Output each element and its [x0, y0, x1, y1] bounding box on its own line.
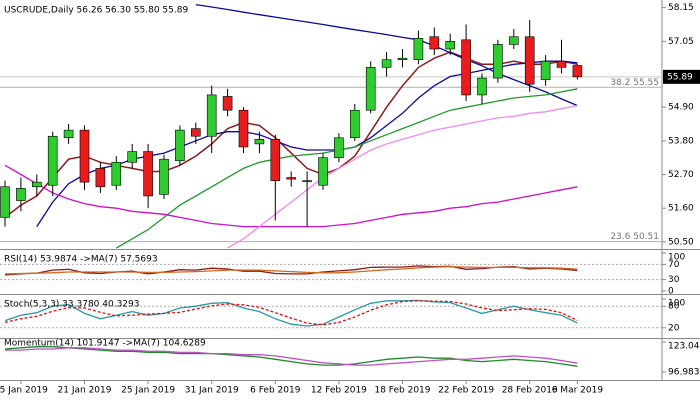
candle-body — [111, 161, 122, 186]
candle-body — [63, 129, 74, 139]
candle-body — [143, 151, 153, 197]
last-price-box — [663, 69, 700, 84]
candle-body — [286, 177, 297, 180]
candle-body — [540, 60, 551, 80]
candle-body — [413, 37, 424, 61]
x-tick-label: 21 Jan 2019 — [58, 386, 112, 396]
candle-body — [95, 168, 106, 188]
y-tick-label: 0 — [668, 287, 674, 297]
x-tick-label: 28 Feb 2019 — [502, 386, 558, 396]
y-tick-label: 54.90 — [668, 103, 694, 113]
panel-title: RSI(14) 53.9874 ->MA(7) 57.5693 — [4, 255, 158, 265]
panel-title: Stoch(5,3,3) 33.3780 40.3293 — [4, 300, 139, 310]
x-tick-label: 6 Mar 2019 — [552, 386, 604, 396]
x-tick-label: 6 Feb 2019 — [250, 386, 301, 396]
y-tick-label: 70 — [668, 260, 680, 270]
last-price-label: 55.89 — [667, 72, 693, 82]
fib-label: 23.6 50.51 — [610, 232, 659, 242]
candle-body — [365, 67, 376, 111]
candle-body — [381, 59, 392, 68]
y-tick-label: 80 — [668, 302, 680, 312]
candle-body — [461, 39, 471, 96]
candle-body — [159, 158, 169, 195]
candle-body — [16, 187, 26, 201]
candle-body — [238, 109, 249, 148]
candle-body — [397, 57, 408, 61]
panel-title: Momentum(14) 101.9147 ->MA(7) 104.6289 — [4, 339, 206, 349]
candle-body — [79, 129, 90, 183]
candle-body — [445, 41, 456, 50]
candle-body — [524, 36, 535, 85]
candle-body — [508, 36, 519, 45]
y-tick-label: 58.15 — [668, 3, 694, 13]
candle-body — [222, 96, 233, 111]
y-tick-label: 100 — [668, 299, 685, 309]
candle-body — [31, 181, 42, 188]
candle-body — [270, 139, 281, 181]
y-tick-label: 57.05 — [668, 37, 694, 47]
candle-body — [556, 60, 567, 68]
y-tick-label: 100 — [668, 253, 685, 263]
candle-body — [477, 77, 487, 96]
candle-body — [334, 137, 344, 158]
candle-body — [191, 128, 201, 137]
indicator-line — [4, 346, 578, 367]
candle-body — [254, 139, 265, 145]
fib-label: 38.2 55.55 — [610, 78, 659, 88]
indicator-line — [227, 104, 578, 249]
candle-body — [318, 157, 328, 186]
candle-body — [349, 109, 360, 139]
indicator-line — [4, 299, 578, 327]
indicator-line — [36, 60, 578, 227]
candle-body — [0, 186, 10, 218]
x-tick-label: 12 Feb 2019 — [311, 386, 367, 396]
x-tick-label: 22 Feb 2019 — [438, 386, 494, 396]
y-tick-label: 96.9838 — [668, 368, 700, 378]
candle-body — [493, 44, 503, 79]
candle-body — [175, 129, 185, 162]
indicator-line — [195, 3, 578, 107]
y-tick-label: 52.70 — [668, 170, 694, 180]
indicator-line — [5, 347, 578, 366]
candle-body — [572, 65, 583, 78]
y-tick-label: 20 — [668, 323, 680, 333]
indicator-line — [4, 300, 578, 326]
y-tick-label: 53.80 — [668, 136, 694, 146]
panel-title: USCRUDE,Daily 56.26 56.30 55.80 55.89 — [4, 6, 188, 16]
y-tick-label: 30 — [668, 275, 680, 285]
y-tick-label: 50.50 — [668, 237, 694, 247]
candle-body — [206, 94, 217, 137]
indicator-line — [4, 266, 578, 275]
y-tick-label: 123.0488 — [668, 342, 700, 352]
indicator-line — [4, 265, 578, 276]
candle-body — [47, 135, 58, 186]
x-tick-label: 15 Jan 2019 — [0, 386, 48, 396]
candle-body — [429, 36, 440, 50]
x-tick-label: 25 Jan 2019 — [121, 386, 175, 396]
indicator-line — [115, 88, 578, 249]
x-tick-label: 18 Feb 2019 — [374, 386, 430, 396]
candle-body — [302, 180, 312, 182]
indicator-line — [4, 164, 578, 228]
y-tick-label: 51.60 — [668, 204, 694, 214]
x-tick-label: 31 Jan 2019 — [185, 386, 239, 396]
candle-body — [127, 151, 137, 163]
